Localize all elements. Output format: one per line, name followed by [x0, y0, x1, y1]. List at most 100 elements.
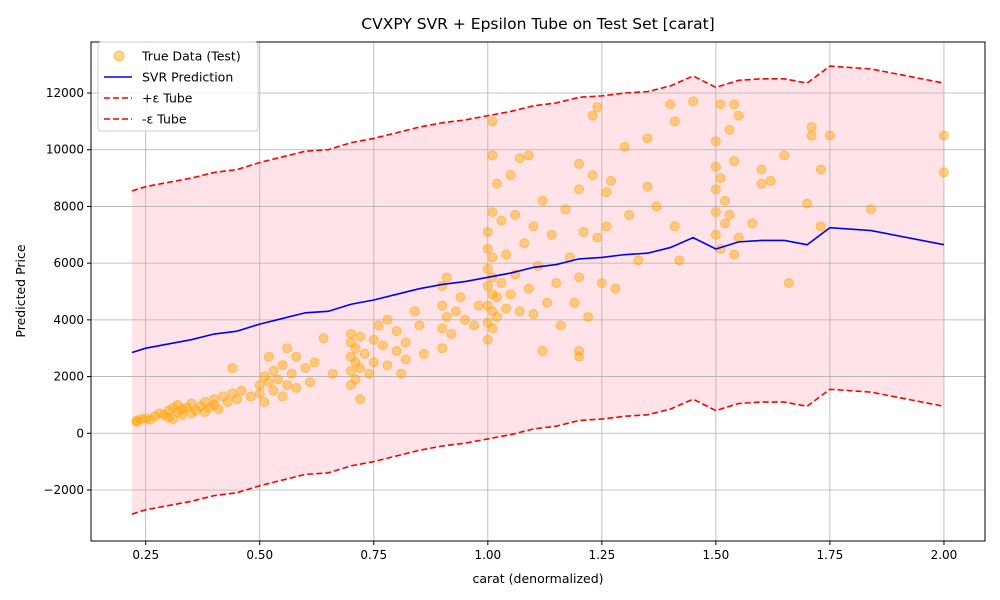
scatter-point [496, 277, 507, 288]
scatter-point [231, 394, 242, 405]
x-tick-label: 0.25 [132, 548, 159, 562]
scatter-point [345, 365, 356, 376]
scatter-series [131, 96, 949, 427]
scatter-point [391, 326, 402, 337]
y-axis-ticks: −2000 0 2000 4000 6000 8000 10000 12000 [43, 86, 91, 497]
upper-epsilon-tube-line [131, 65, 945, 192]
scatter-point [355, 363, 366, 374]
scatter-point [710, 161, 721, 172]
scatter-point [669, 116, 680, 127]
scatter-point [674, 255, 685, 266]
scatter-point [733, 110, 744, 121]
scatter-point [574, 346, 585, 357]
scatter-point [418, 348, 429, 359]
scatter-point [592, 102, 603, 113]
legend-marker-true-data [113, 50, 125, 62]
scatter-point [537, 195, 548, 206]
scatter-point [327, 368, 338, 379]
scatter-point [669, 221, 680, 232]
scatter-point [496, 215, 507, 226]
scatter-point [756, 164, 767, 175]
scatter-point [747, 218, 758, 229]
scatter-point [505, 289, 516, 300]
y-tick-label: 6000 [53, 256, 84, 270]
epsilon-tube-fill [132, 66, 944, 515]
scatter-point [309, 357, 320, 368]
scatter-point [259, 397, 270, 408]
scatter-point [688, 96, 699, 107]
scatter-point [414, 320, 425, 331]
scatter-point [350, 343, 361, 354]
tube-fill-area [132, 66, 944, 515]
scatter-point [186, 398, 197, 409]
x-tick-label: 1.25 [588, 548, 615, 562]
scatter-point [710, 229, 721, 240]
scatter-point [282, 380, 293, 391]
legend: True Data (Test) SVR Prediction +ε Tube … [97, 41, 259, 132]
scatter-point [528, 309, 539, 320]
y-tick-label: 2000 [53, 370, 84, 384]
scatter-point [254, 380, 265, 391]
scatter-point [555, 320, 566, 331]
scatter-point [254, 388, 265, 399]
scatter-point [729, 99, 740, 110]
legend-label-minus-tube: -ε Tube [142, 112, 187, 127]
scatter-point [574, 158, 585, 169]
scatter-point [263, 351, 274, 362]
scatter-point [482, 280, 493, 291]
y-tick-label: 12000 [46, 86, 84, 100]
scatter-point [510, 209, 521, 220]
scatter-point [806, 130, 817, 141]
scatter-point [783, 277, 794, 288]
scatter-point [715, 173, 726, 184]
scatter-point [651, 201, 662, 212]
chart-title: CVXPY SVR + Epsilon Tube on Test Set [ca… [361, 15, 714, 33]
scatter-point [227, 363, 238, 374]
scatter-point [364, 368, 375, 379]
scatter-point [501, 303, 512, 314]
x-tick-label: 0.50 [246, 548, 273, 562]
scatter-point [523, 283, 534, 294]
x-tick-label: 1.75 [817, 548, 844, 562]
scatter-point [382, 360, 393, 371]
line-series [131, 65, 945, 515]
scatter-point [546, 229, 557, 240]
scatter-point [605, 175, 616, 186]
legend-label-true-data: True Data (Test) [141, 49, 241, 64]
scatter-point [263, 377, 274, 388]
grid [91, 42, 985, 541]
scatter-point [304, 377, 315, 388]
scatter-point [542, 297, 553, 308]
scatter-point [382, 314, 393, 325]
x-axis-ticks: 0.25 0.50 0.75 1.00 1.25 1.50 1.75 2.00 [132, 541, 957, 562]
scatter-point [710, 136, 721, 147]
scatter-point [300, 363, 311, 374]
scatter-point [938, 130, 949, 141]
scatter-point [587, 170, 598, 181]
scatter-point [729, 249, 740, 260]
scatter-point [441, 312, 452, 323]
legend-label-plus-tube: +ε Tube [142, 91, 193, 106]
scatter-point [583, 312, 594, 323]
scatter-point [400, 354, 411, 365]
scatter-point [720, 218, 731, 229]
scatter-point [578, 226, 589, 237]
scatter-point [642, 181, 653, 192]
scatter-point [282, 343, 293, 354]
scatter-point [779, 150, 790, 161]
scatter-point [633, 255, 644, 266]
scatter-point [368, 357, 379, 368]
scatter-point [222, 397, 233, 408]
scatter-point [245, 391, 256, 402]
scatter-point [523, 150, 534, 161]
y-tick-label: 4000 [53, 313, 84, 327]
scatter-point [396, 368, 407, 379]
scatter-point [560, 204, 571, 215]
scatter-point [592, 232, 603, 243]
scatter-point [724, 124, 735, 135]
scatter-point [938, 167, 949, 178]
scatter-point [437, 280, 448, 291]
scatter-point [601, 187, 612, 198]
scatter-point [514, 306, 525, 317]
scatter-point [710, 207, 721, 218]
